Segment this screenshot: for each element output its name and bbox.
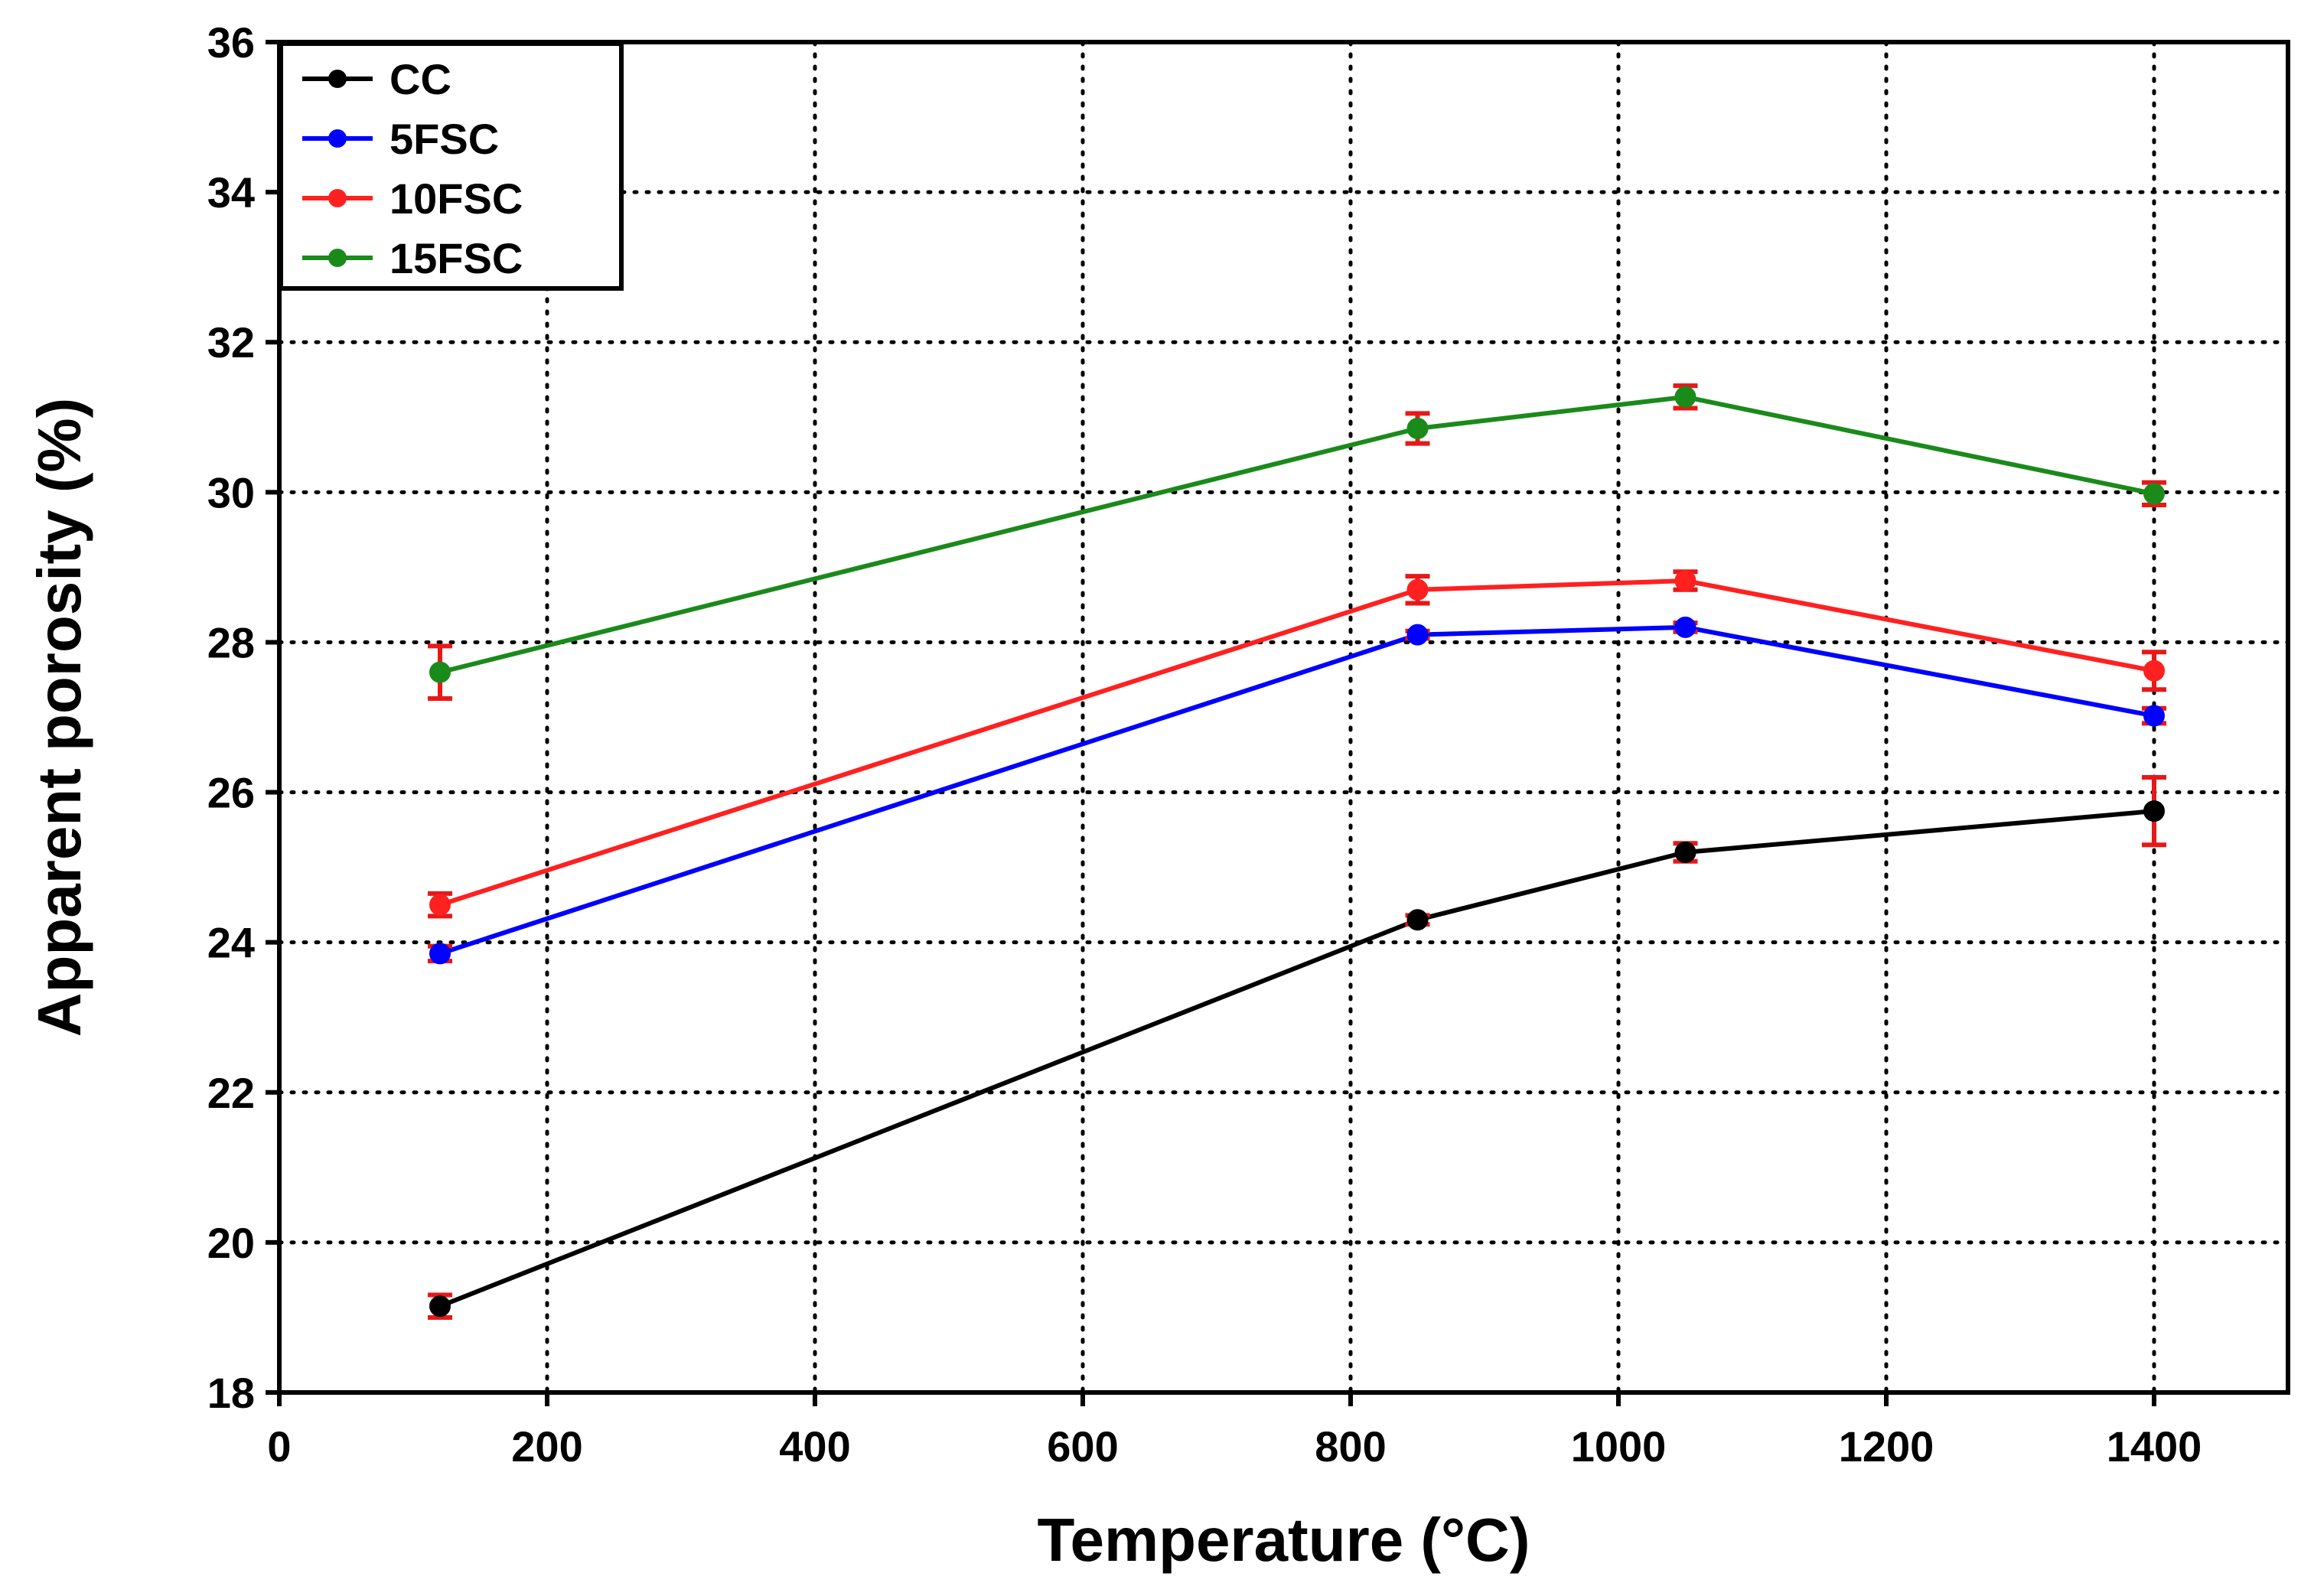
legend-marker-cc	[328, 70, 347, 88]
series-line	[439, 624, 2155, 956]
y-tick-label: 22	[207, 1069, 255, 1117]
legend-marker-10fsc	[328, 189, 347, 207]
data-point	[1674, 842, 1696, 863]
series-10fsc	[428, 569, 2166, 919]
data-point	[1674, 570, 1696, 592]
legend-label-15fsc: 15FSC	[389, 234, 523, 282]
data-point	[1406, 578, 1429, 601]
y-axis-label: Apparent porosity (%)	[25, 398, 93, 1037]
x-axis-label: Temperature (°C)	[1038, 1506, 1530, 1574]
series-line	[438, 809, 2155, 1309]
y-tick-label: 18	[207, 1369, 255, 1417]
data-point	[1406, 417, 1429, 439]
plot-frame	[277, 40, 2290, 1395]
data-point	[1674, 386, 1696, 408]
x-tick-label: 0	[267, 1422, 291, 1471]
legend-label-5fsc: 5FSC	[389, 115, 499, 163]
x-tick-label: 400	[779, 1422, 850, 1471]
legend-marker-15fsc	[328, 249, 347, 267]
y-tick-label: 28	[207, 618, 255, 666]
x-tick-label: 1400	[2107, 1422, 2202, 1471]
legend-marker-5fsc	[328, 129, 347, 148]
series-cc	[428, 774, 2166, 1320]
data-point	[429, 943, 451, 965]
legend-label-cc: CC	[389, 55, 451, 103]
data-point	[2143, 800, 2165, 822]
data-point	[429, 1295, 451, 1318]
data-point	[2143, 483, 2165, 505]
x-tick-label: 200	[511, 1422, 582, 1471]
x-tick-label: 800	[1315, 1422, 1386, 1471]
series-line	[439, 394, 2155, 675]
x-tick-label: 1200	[1839, 1422, 1934, 1471]
data-point	[429, 894, 451, 916]
series-5fsc	[428, 616, 2166, 965]
y-tick-label: 26	[207, 769, 255, 817]
series-layer	[428, 383, 2166, 1320]
x-tick-label: 600	[1047, 1422, 1118, 1471]
series-15fsc	[428, 383, 2166, 701]
y-tick-label: 34	[207, 168, 255, 217]
x-tick-label: 1000	[1571, 1422, 1667, 1471]
data-point	[1406, 624, 1429, 646]
y-tick-label: 36	[207, 18, 255, 67]
y-tick-label: 24	[207, 919, 255, 967]
y-tick-label: 32	[207, 318, 255, 366]
series-line	[439, 578, 2155, 907]
legend: CC 5FSC 10FSC 15FSC	[279, 41, 624, 291]
data-point	[2143, 660, 2165, 682]
data-point	[429, 661, 451, 683]
y-tick-label: 20	[207, 1219, 255, 1267]
data-point	[1406, 909, 1429, 931]
legend-label-10fsc: 10FSC	[389, 174, 523, 223]
axis-ticks: 0 200 400 600 800 1000 1200 1400 18 20 22 24 26 28 30 3…	[207, 18, 2202, 1471]
data-point	[2143, 705, 2165, 727]
data-point	[1674, 616, 1696, 638]
y-tick-label: 30	[207, 468, 255, 516]
